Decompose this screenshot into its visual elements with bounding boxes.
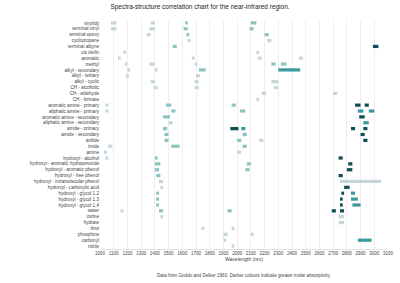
svg-text:carbonyl: carbonyl <box>82 238 99 243</box>
svg-text:CH - formate: CH - formate <box>73 97 100 102</box>
svg-text:1600: 1600 <box>177 251 188 256</box>
svg-text:3000: 3000 <box>369 251 380 256</box>
svg-text:1200: 1200 <box>122 251 133 256</box>
svg-text:2200: 2200 <box>260 251 271 256</box>
svg-text:thiol: thiol <box>91 226 99 231</box>
svg-text:hydroxyl - glycol 1,4: hydroxyl - glycol 1,4 <box>58 203 99 208</box>
svg-text:nitrile: nitrile <box>88 244 99 249</box>
svg-text:hydrate: hydrate <box>84 220 100 225</box>
svg-text:hydroxyl - intramolecular phen: hydroxyl - intramolecular phenol <box>34 179 99 184</box>
svg-text:hydroxyl - aromatic phenol: hydroxyl - aromatic phenol <box>45 167 99 172</box>
svg-text:hydroxyl - alcohol: hydroxyl - alcohol <box>63 156 99 161</box>
svg-text:2500: 2500 <box>301 251 312 256</box>
svg-text:alkyl - cyclic: alkyl - cyclic <box>74 79 99 84</box>
svg-text:aromatic: aromatic <box>81 56 99 61</box>
svg-text:1300: 1300 <box>136 251 147 256</box>
svg-text:vinylidy: vinylidy <box>84 21 100 26</box>
svg-text:Spectra-structure correlation: Spectra-structure correlation chart for … <box>110 3 289 11</box>
svg-text:CH - alcoholic: CH - alcoholic <box>70 85 99 90</box>
svg-text:hydroxyl - carboxylic acid: hydroxyl - carboxylic acid <box>48 185 100 190</box>
svg-text:cis olefin: cis olefin <box>81 50 99 55</box>
svg-text:imide: imide <box>88 144 99 149</box>
svg-text:amide - secondary: amide - secondary <box>61 132 99 137</box>
svg-text:3100: 3100 <box>383 251 394 256</box>
svg-text:2900: 2900 <box>356 251 367 256</box>
svg-text:hydroxyl - glycol 1,3: hydroxyl - glycol 1,3 <box>58 197 99 202</box>
svg-text:1000: 1000 <box>95 251 106 256</box>
svg-text:2100: 2100 <box>246 251 257 256</box>
svg-text:2000: 2000 <box>232 251 243 256</box>
svg-text:1100: 1100 <box>109 251 119 256</box>
svg-text:aliphatic amine - secondary: aliphatic amine - secondary <box>43 120 100 125</box>
svg-text:terminal vinyl: terminal vinyl <box>72 26 99 31</box>
svg-text:amine: amine <box>86 150 99 155</box>
svg-text:aliphatic amine - primary: aliphatic amine - primary <box>49 109 100 114</box>
svg-text:cyclopropane: cyclopropane <box>72 38 100 43</box>
svg-text:methyl: methyl <box>85 62 99 67</box>
svg-text:2800: 2800 <box>342 251 353 256</box>
svg-text:terminal alkyne: terminal alkyne <box>68 44 99 49</box>
svg-text:2400: 2400 <box>287 251 298 256</box>
svg-text:anilide: anilide <box>86 138 100 143</box>
svg-text:terminal epoxy: terminal epoxy <box>69 32 100 37</box>
svg-text:2600: 2600 <box>314 251 325 256</box>
svg-text:hydroxyl - free phenol: hydroxyl - free phenol <box>55 173 99 178</box>
svg-text:CH - aldehyde: CH - aldehyde <box>70 91 100 96</box>
svg-text:2300: 2300 <box>273 251 284 256</box>
svg-text:1800: 1800 <box>205 251 216 256</box>
svg-text:oxime: oxime <box>87 214 100 219</box>
svg-text:aromatic amine - primary: aromatic amine - primary <box>48 103 100 108</box>
svg-text:water: water <box>88 208 100 213</box>
svg-text:2700: 2700 <box>328 251 339 256</box>
svg-text:1700: 1700 <box>191 251 202 256</box>
svg-text:Data from Goddu and Delker 196: Data from Goddu and Delker 1960. Darker … <box>157 273 331 278</box>
svg-text:alkyl - secondary: alkyl - secondary <box>65 68 100 73</box>
svg-text:hydroxyl - aromatic hydroperox: hydroxyl - aromatic hydroperoxide <box>30 161 100 166</box>
svg-text:Wavelength (nm): Wavelength (nm) <box>225 256 263 262</box>
svg-text:hydroxyl - glycol 1,2: hydroxyl - glycol 1,2 <box>58 191 99 196</box>
svg-text:aromatic amine - secondary: aromatic amine - secondary <box>42 114 99 119</box>
svg-text:amide - primary: amide - primary <box>67 126 100 131</box>
svg-text:1400: 1400 <box>150 251 161 256</box>
svg-text:alkyl - tertiary: alkyl - tertiary <box>72 73 100 78</box>
svg-text:1500: 1500 <box>164 251 175 256</box>
svg-text:phosphine: phosphine <box>78 232 100 237</box>
svg-text:1900: 1900 <box>218 251 229 256</box>
